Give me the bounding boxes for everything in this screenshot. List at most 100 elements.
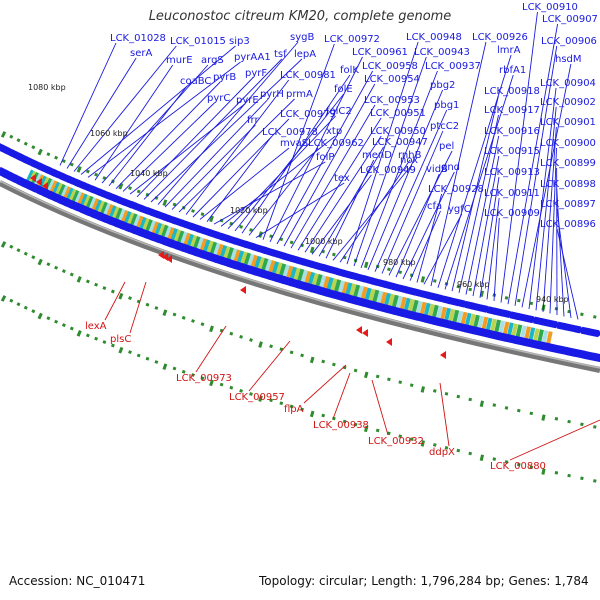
top-leader-line: [101, 64, 209, 184]
genome-backbone-arc: [0, 180, 600, 373]
cog-block: [432, 304, 439, 318]
tick-dot: [492, 403, 497, 407]
top-leader-line: [220, 135, 336, 227]
tick-dot: [239, 335, 243, 339]
top-gene-label: LCK_00916: [484, 126, 540, 137]
top-leader-line: [66, 57, 137, 169]
tick-dot: [420, 440, 426, 447]
tick-dot: [145, 356, 150, 361]
top-leader-line: [339, 159, 411, 263]
cog-block: [199, 238, 208, 251]
tick-dot: [492, 457, 497, 461]
top-gene-label: LCK_00953: [364, 95, 420, 106]
cog-block: [74, 191, 83, 204]
top-leader-line: [318, 146, 384, 257]
tick-dot: [309, 410, 315, 418]
cog-block: [261, 257, 269, 271]
tick-dot: [102, 286, 107, 291]
cog-block: [190, 234, 198, 248]
bottom-leader-line: [439, 382, 450, 447]
kbp-tick-label: 940 kbp: [536, 295, 569, 304]
accession-text: Accession: NC_010471: [9, 574, 146, 588]
cog-block: [436, 305, 443, 319]
tick-dot: [162, 309, 168, 317]
cog-block: [148, 220, 157, 233]
bottom-leader-line: [509, 419, 600, 461]
tick-dot: [342, 419, 347, 424]
cog-block: [97, 200, 106, 214]
bottom-gene-label: flpA: [284, 404, 304, 415]
top-gene-label: folC2: [326, 106, 352, 117]
cog-block: [384, 292, 392, 306]
cog-block: [368, 288, 376, 302]
tick-dot: [118, 346, 124, 354]
top-gene-label: frr: [247, 115, 259, 126]
tick-dot: [554, 417, 559, 421]
top-gene-label: pbg1: [434, 100, 459, 111]
cog-block: [133, 214, 142, 228]
tick-dot: [128, 186, 132, 191]
top-gene-label: LCK_01028: [110, 33, 166, 44]
top-gene-label: menD: [362, 150, 392, 161]
cog-block: [94, 199, 103, 213]
bottom-gene-label: ddpX: [429, 447, 455, 458]
top-gene-label: LCK_00949: [360, 165, 416, 176]
kbp-tick-label: 1080 kbp: [28, 83, 66, 92]
top-gene-label: LCK_00898: [540, 179, 596, 190]
cog-block: [80, 193, 89, 207]
top-leader-line: [395, 173, 440, 278]
cog-block: [83, 194, 92, 208]
cog-block: [364, 287, 372, 301]
top-leader-line: [430, 41, 487, 287]
cog-block: [423, 302, 431, 316]
top-gene-label: vidB: [426, 164, 448, 175]
top-leader-line: [549, 147, 557, 314]
top-leader-line: [535, 106, 557, 311]
tick-dot: [61, 323, 66, 328]
cog-block: [293, 267, 301, 281]
cog-block: [68, 188, 78, 202]
tick-dot: [172, 312, 177, 317]
cog-block: [308, 271, 316, 285]
cog-block: [115, 207, 124, 221]
cog-block: [282, 264, 290, 278]
cog-block: [464, 312, 472, 326]
top-leader-line: [94, 64, 174, 181]
tick-dot: [249, 228, 253, 232]
tick-dot: [504, 460, 509, 464]
bottom-gene-label: LCK_00957: [229, 392, 285, 403]
top-leader-line: [493, 217, 500, 302]
top-leader-line: [451, 95, 499, 292]
kbp-tick-label: 960 kbp: [457, 280, 490, 289]
kbp-tick-label: 1040 kbp: [130, 169, 168, 178]
tick-dot: [332, 252, 336, 257]
tick-dot: [456, 394, 461, 399]
bottom-gene-label: lexA: [85, 321, 107, 332]
cog-block: [52, 181, 61, 195]
tick-dot: [517, 298, 521, 303]
tick-dot: [258, 395, 263, 402]
top-gene-label: LCK_01015: [170, 36, 226, 47]
top-gene-label: LCK_00901: [540, 117, 596, 128]
tick-dot: [529, 465, 534, 470]
tick-dot: [321, 413, 326, 418]
top-leader-line: [199, 147, 290, 220]
top-leader-line: [157, 41, 299, 205]
cog-block: [55, 182, 64, 196]
tick-dot: [200, 376, 205, 381]
tick-dot: [145, 302, 150, 307]
tick-dot: [456, 284, 461, 289]
cog-block: [139, 216, 148, 230]
tick-dot: [128, 296, 132, 301]
tick-dot: [479, 454, 485, 462]
tick-dot: [398, 434, 403, 439]
top-leader-line: [360, 70, 438, 269]
bottom-gene-label: plsC: [110, 334, 131, 345]
tick-dot: [0, 241, 7, 248]
tick-dot: [69, 162, 74, 167]
cog-block: [33, 173, 43, 186]
tick-dot: [154, 196, 159, 200]
tick-dot: [529, 411, 534, 416]
tick-dot: [387, 377, 391, 382]
cog-block: [279, 263, 287, 277]
